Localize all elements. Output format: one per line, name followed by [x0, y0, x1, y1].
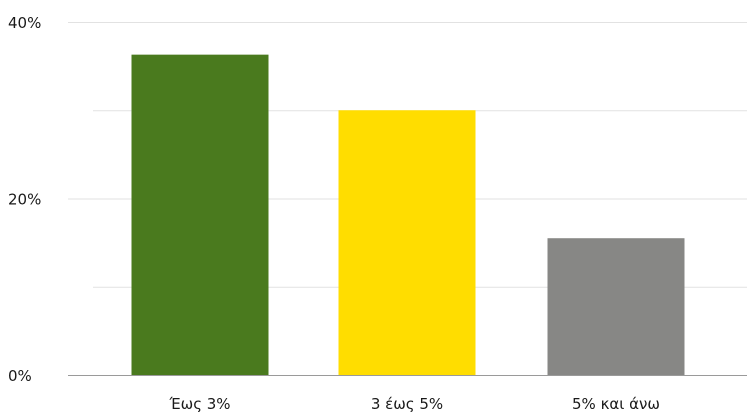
bar-2 — [338, 110, 476, 375]
x-tick-label: 5% και άνω — [572, 395, 660, 413]
x-tick-label: Έως 3% — [168, 395, 230, 413]
y-tick-labels: 0% 20% 40% — [8, 14, 41, 385]
y-tick-label: 40% — [8, 14, 41, 32]
bars — [131, 54, 685, 376]
x-tick-label: 3 έως 5% — [371, 395, 443, 413]
bar-3 — [547, 238, 685, 375]
y-tick-label: 0% — [8, 367, 32, 385]
bar-1 — [131, 54, 269, 376]
x-tick-labels: Έως 3% 3 έως 5% 5% και άνω — [168, 395, 660, 413]
y-tick-label: 20% — [8, 191, 41, 209]
